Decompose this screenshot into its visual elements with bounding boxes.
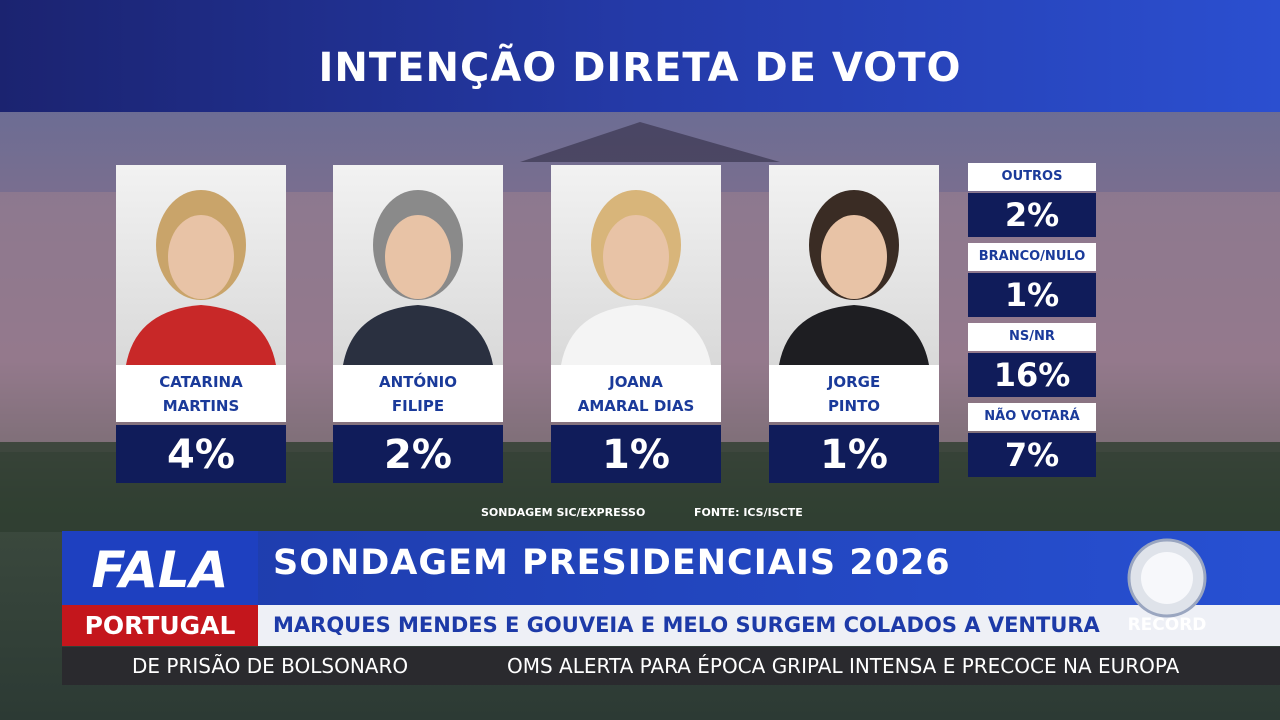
- source: FONTE: ICS/ISCTE: [694, 506, 803, 519]
- candidate-name: JOANA AMARAL DIAS: [551, 365, 721, 422]
- other-label: OUTROS: [968, 163, 1096, 191]
- name-line: PINTO: [827, 396, 881, 415]
- candidate-photo: [551, 165, 721, 365]
- portrait: [561, 190, 711, 365]
- ticker-item: DE PRISÃO DE BOLSONARO: [132, 654, 409, 678]
- title: INTENÇÃO DIRETA DE VOTO: [0, 0, 1280, 112]
- candidate-percent: 2%: [333, 425, 503, 483]
- candidate-name: JORGE PINTO: [769, 365, 939, 422]
- candidate-percent: 1%: [551, 425, 721, 483]
- candidate-photo: [333, 165, 503, 365]
- candidate-photo: [116, 165, 286, 365]
- ticker: DE PRISÃO DE BOLSONARO OMS ALERTA PARA É…: [62, 647, 1280, 685]
- name-line: CATARINA: [159, 372, 243, 391]
- other-percent: 7%: [968, 433, 1096, 477]
- headline-bar: [62, 531, 1280, 605]
- ticker-item: OMS ALERTA PARA ÉPOCA GRIPAL INTENSA E P…: [507, 654, 1180, 678]
- candidate-photo: [769, 165, 939, 365]
- other-label: NS/NR: [968, 323, 1096, 351]
- subheadline: MARQUES MENDES E GOUVEIA E MELO SURGEM C…: [258, 605, 1280, 646]
- name-line: AMARAL DIAS: [577, 396, 695, 415]
- source: SONDAGEM SIC/EXPRESSO: [481, 506, 646, 519]
- other-label: BRANCO/NULO: [968, 243, 1096, 271]
- brand: PORTUGAL: [62, 605, 258, 646]
- name-line: MARTINS: [162, 396, 240, 415]
- name-line: FILIPE: [391, 396, 445, 415]
- logo: RECORD: [1127, 538, 1207, 635]
- other-percent: 1%: [968, 273, 1096, 317]
- logo-text: RECORD: [1128, 615, 1207, 635]
- name-line: ANTÓNIO: [378, 372, 458, 391]
- candidate-percent: 4%: [116, 425, 286, 483]
- candidate-percent: 1%: [769, 425, 939, 483]
- brand: FALA: [62, 531, 258, 605]
- name-line: JOANA: [609, 372, 663, 391]
- portrait: [126, 190, 276, 365]
- portrait: [779, 190, 929, 365]
- headline: SONDAGEM PRESIDENCIAIS 2026: [273, 543, 951, 583]
- name-line: JORGE: [827, 372, 881, 391]
- other-percent: 16%: [968, 353, 1096, 397]
- candidate-name: CATARINA MARTINS: [116, 365, 286, 422]
- candidate-name: ANTÓNIO FILIPE: [333, 365, 503, 422]
- portrait: [343, 190, 493, 365]
- other-label: NÃO VOTARÁ: [968, 403, 1096, 431]
- other-percent: 2%: [968, 193, 1096, 237]
